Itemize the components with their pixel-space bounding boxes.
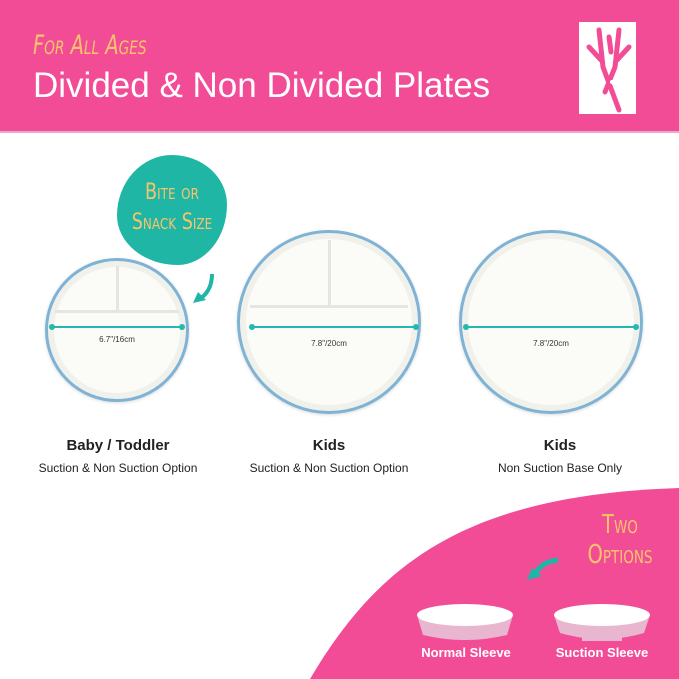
plate-option: Non Suction Base Only: [497, 461, 623, 475]
bite-snack-size-badge: Bite or Snack Size: [117, 155, 227, 265]
size-label: 7.8"/20cm: [533, 339, 569, 348]
plate-label: Kids Suction & Non Suction Option: [219, 437, 439, 475]
badge-line1: Bite or: [145, 180, 199, 205]
arrow-icon: [193, 273, 214, 303]
options-line1: Two: [602, 510, 638, 540]
plate-divider: [328, 240, 331, 306]
normal-sleeve-label: Normal Sleeve: [421, 645, 511, 660]
arrow-icon: [527, 557, 559, 580]
plate-name: Baby / Toddler: [66, 437, 170, 454]
size-label: 6.7"/16cm: [99, 335, 135, 344]
badge-line2: Snack Size: [131, 210, 213, 235]
plate-label: Kids Non Suction Base Only: [450, 437, 670, 475]
plate-name: Kids: [543, 437, 577, 454]
two-options-heading: Two Options: [571, 510, 669, 570]
page-title: Divided & Non Divided Plates: [33, 66, 491, 105]
size-dimension-line: [49, 324, 185, 330]
size-dimension-line: [463, 324, 639, 330]
header-banner: For All Ages Divided & Non Divided Plate…: [0, 0, 679, 146]
deer-logo: [579, 22, 636, 114]
suction-sleeve-label: Suction Sleeve: [555, 645, 649, 660]
size-dimension-line: [249, 324, 419, 330]
normal-sleeve-image: [417, 604, 513, 640]
plate-kids-non-divided: [459, 230, 643, 414]
plate-divider: [250, 305, 408, 308]
plate-name: Kids: [312, 437, 346, 454]
tagline: For All Ages: [33, 30, 147, 61]
plate-label: Baby / Toddler Suction & Non Suction Opti…: [8, 437, 228, 475]
options-line2: Options: [587, 540, 653, 570]
plate-divider: [116, 266, 119, 312]
size-label: 7.8"/20cm: [311, 339, 347, 348]
plate-option: Suction & Non Suction Option: [38, 461, 198, 475]
registered-mark: ®: [643, 136, 650, 146]
suction-sleeve-image: [554, 604, 650, 641]
plate-option: Suction & Non Suction Option: [249, 461, 409, 475]
